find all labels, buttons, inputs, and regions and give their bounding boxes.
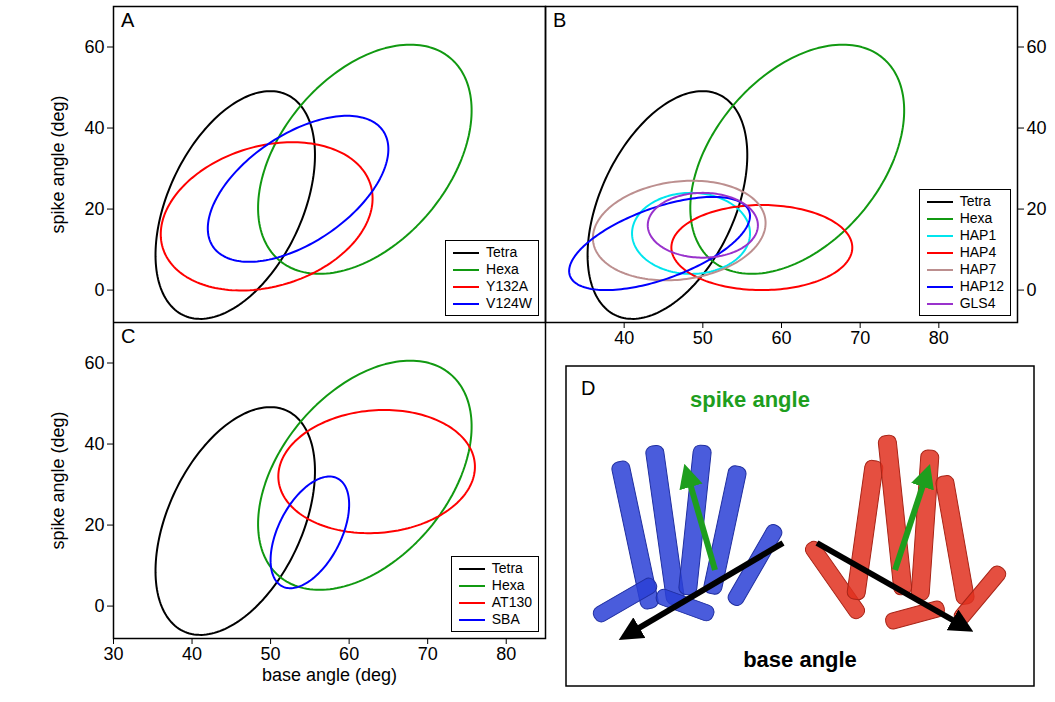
svg-text:40: 40 — [182, 644, 202, 664]
svg-text:40: 40 — [84, 118, 104, 138]
html-text:Y132A: Y132A — [486, 278, 529, 294]
svg-text:spike angle: spike angle — [690, 387, 810, 412]
html-text:SBA: SBA — [491, 611, 520, 627]
html-text:A: A — [121, 9, 135, 31]
svg-text:D: D — [581, 377, 595, 399]
svg-text:50: 50 — [693, 328, 713, 348]
svg-text:80: 80 — [929, 328, 949, 348]
svg-text:0: 0 — [1027, 280, 1037, 300]
html-text:Tetra: Tetra — [486, 244, 518, 260]
html-text:Hexa: Hexa — [486, 261, 519, 277]
svg-text:base angle: base angle — [743, 647, 857, 672]
svg-text:0: 0 — [94, 280, 104, 300]
svg-text:50: 50 — [261, 644, 281, 664]
html-text:AT130: AT130 — [491, 594, 532, 610]
svg-text:70: 70 — [418, 644, 438, 664]
html-text:HAP12: HAP12 — [959, 278, 1004, 294]
html-text:GLS4: GLS4 — [959, 295, 996, 311]
svg-text:0: 0 — [94, 596, 104, 616]
svg-text:spike angle (deg): spike angle (deg) — [48, 411, 68, 549]
html-text:Tetra: Tetra — [959, 193, 991, 209]
svg-text:40: 40 — [84, 434, 104, 454]
html-text:B: B — [553, 9, 567, 31]
html-text:HAP7: HAP7 — [959, 261, 997, 277]
html-text:V124W: V124W — [486, 295, 532, 311]
html-text:Hexa: Hexa — [959, 210, 993, 226]
svg-text:30: 30 — [103, 644, 123, 664]
svg-text:80: 80 — [496, 644, 516, 664]
svg-text:40: 40 — [1027, 118, 1047, 138]
svg-text:spike angle (deg): spike angle (deg) — [48, 95, 68, 233]
svg-text:60: 60 — [84, 37, 104, 57]
svg-text:base angle (deg): base angle (deg) — [262, 665, 397, 685]
svg-text:60: 60 — [1027, 37, 1047, 57]
svg-text:20: 20 — [84, 515, 104, 535]
html-text:Tetra: Tetra — [491, 560, 523, 576]
html-text:HAP1: HAP1 — [959, 227, 997, 243]
html-text:Hexa: Hexa — [491, 577, 525, 593]
svg-text:20: 20 — [1027, 199, 1047, 219]
html-text:HAP4: HAP4 — [959, 244, 997, 260]
svg-text:20: 20 — [84, 199, 104, 219]
svg-text:60: 60 — [84, 353, 104, 373]
svg-text:70: 70 — [850, 328, 870, 348]
svg-text:60: 60 — [339, 644, 359, 664]
svg-text:40: 40 — [614, 328, 634, 348]
html-text:C: C — [121, 325, 136, 347]
svg-text:60: 60 — [771, 328, 791, 348]
